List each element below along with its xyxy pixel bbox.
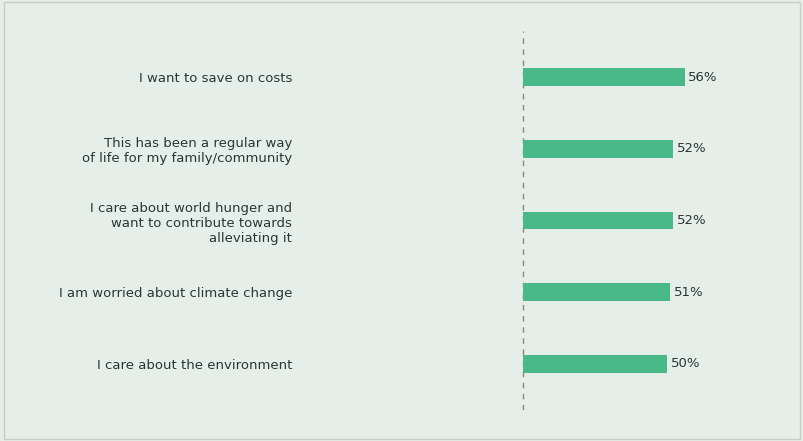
Bar bbox=[522, 283, 670, 301]
Text: 50%: 50% bbox=[670, 357, 699, 370]
Text: 52%: 52% bbox=[676, 214, 705, 227]
Bar bbox=[522, 140, 672, 158]
Bar bbox=[522, 212, 672, 229]
Text: 51%: 51% bbox=[673, 286, 703, 299]
Bar bbox=[522, 355, 666, 373]
Bar bbox=[522, 68, 684, 86]
Text: 56%: 56% bbox=[687, 71, 717, 84]
Text: 52%: 52% bbox=[676, 142, 705, 155]
